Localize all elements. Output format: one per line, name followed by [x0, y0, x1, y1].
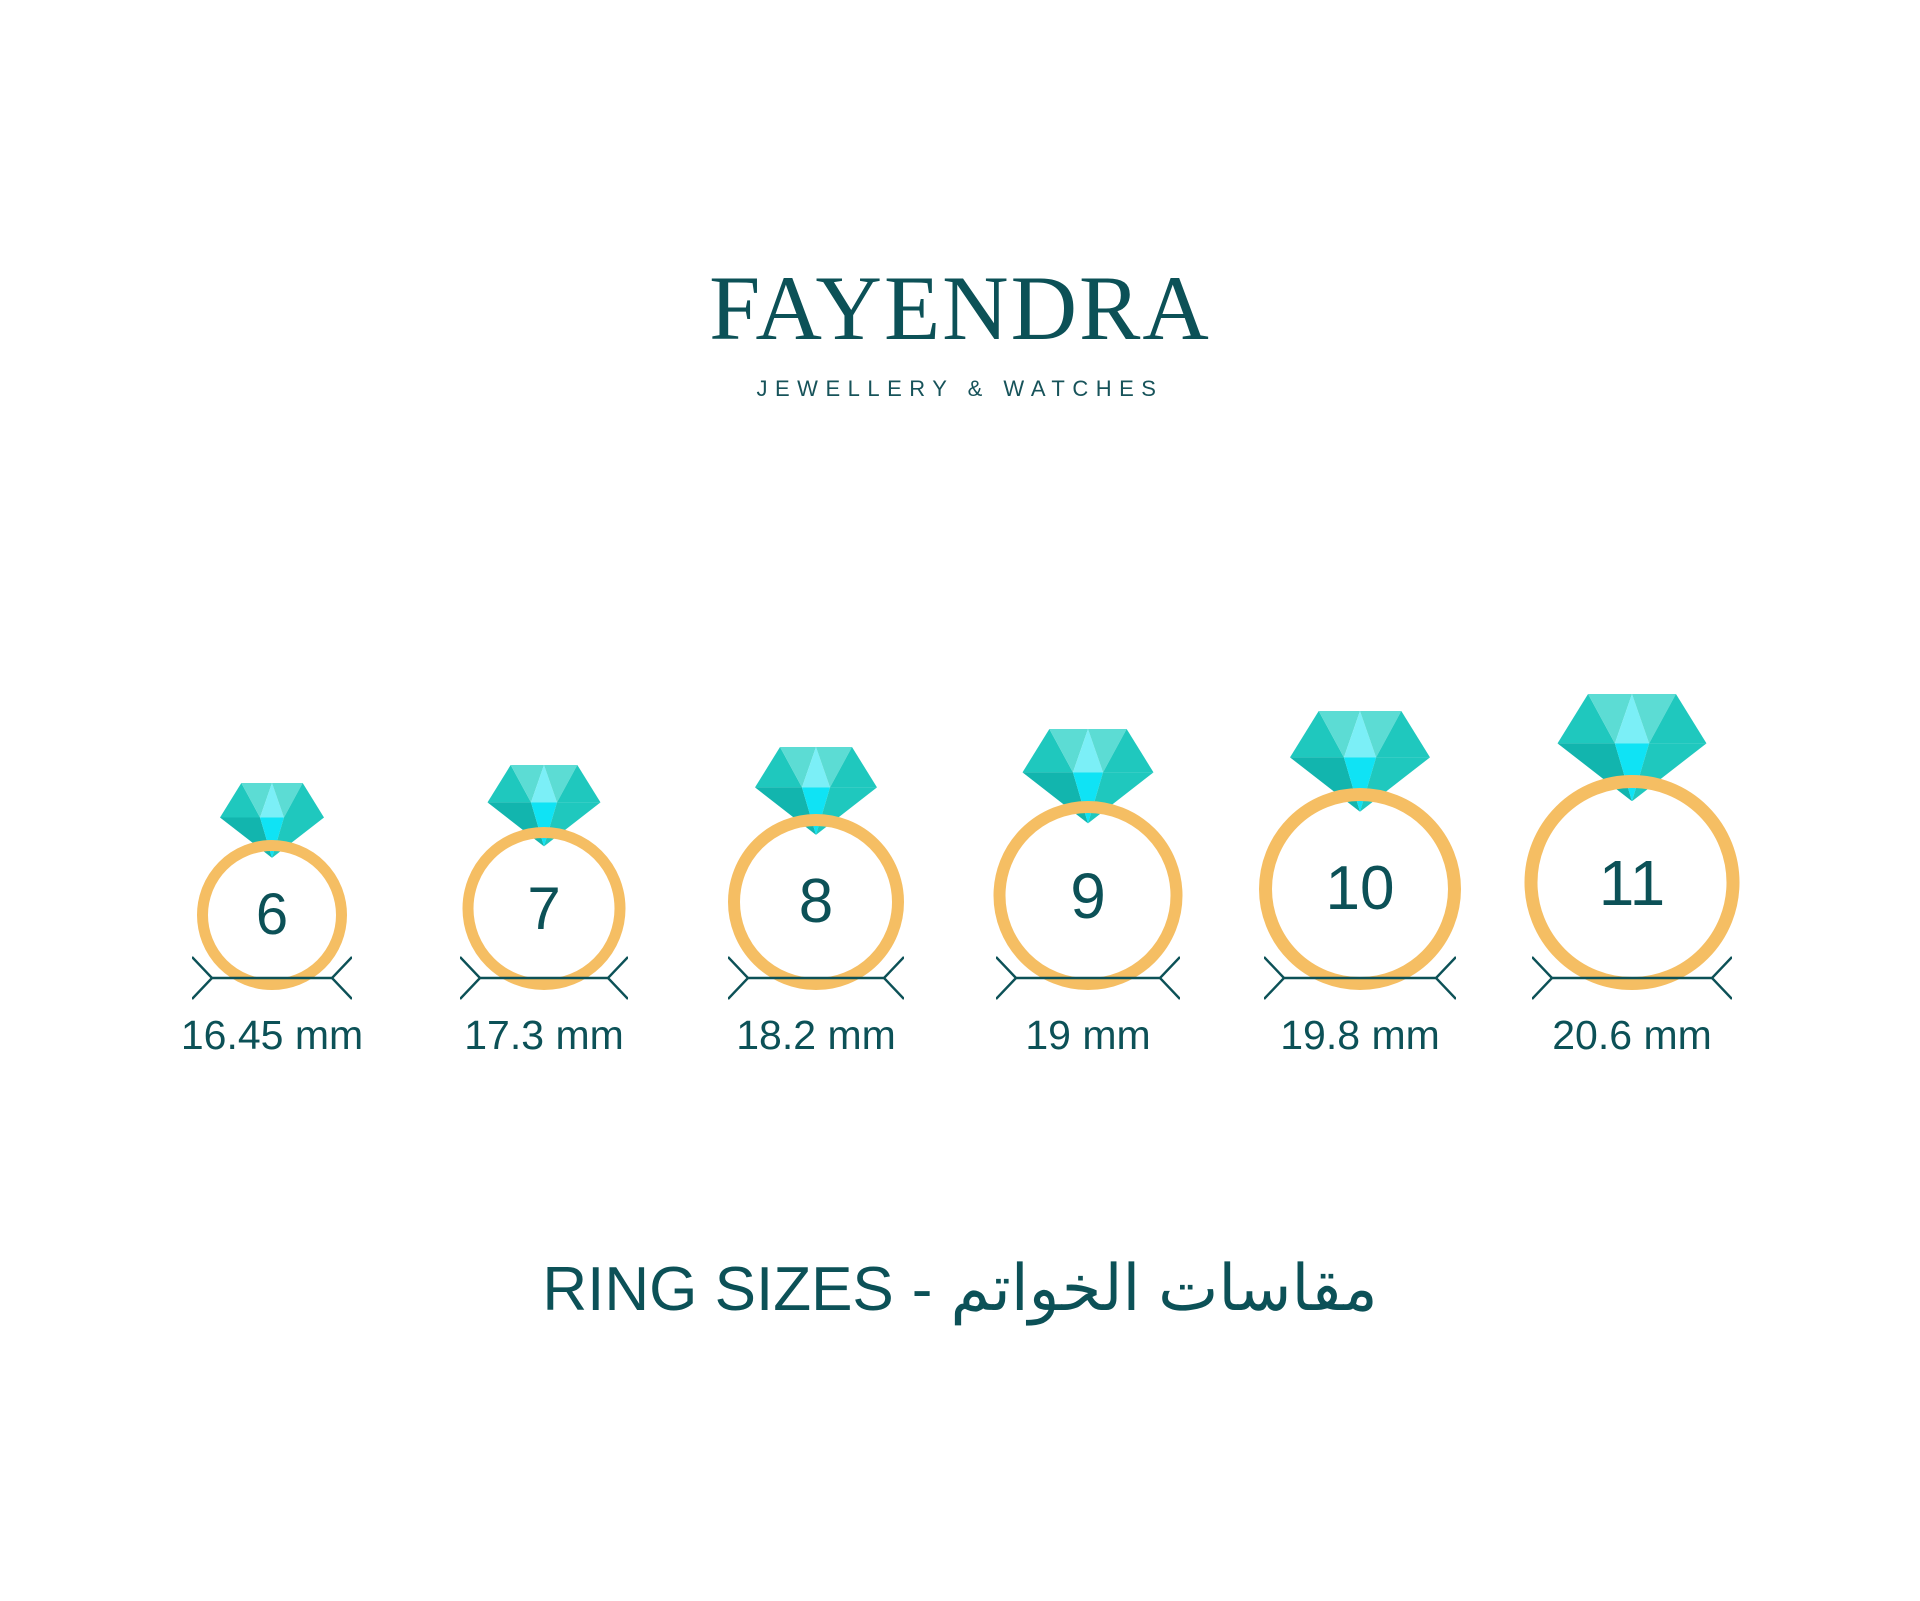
ring-diameter-label: 17.3 mm: [464, 1012, 624, 1058]
ring-dimension: 16.45 mm: [152, 955, 392, 1056]
ring-size-number: 8: [798, 867, 834, 936]
dimension-arrow-icon: [1532, 956, 1732, 1000]
dimension-labels-row: 16.45 mm 17.3 mm 18.2 mm 19 mm 19.8 mm 2…: [0, 955, 1920, 1095]
ring-graphic: 11: [1512, 590, 1752, 990]
ring-diameter-label: 18.2 mm: [736, 1012, 896, 1058]
ring-dimension: 19 mm: [968, 955, 1208, 1056]
ring-item[interactable]: 11: [1512, 590, 1752, 990]
ring-dimension: 19.8 mm: [1240, 955, 1480, 1056]
ring-dimension: 20.6 mm: [1512, 955, 1752, 1056]
dimension-arrow-icon: [728, 956, 904, 1000]
ring-item[interactable]: 6: [152, 590, 392, 990]
ring-dimension: 18.2 mm: [696, 955, 936, 1056]
ring-size-number: 10: [1325, 854, 1395, 923]
ring-graphic: 7: [424, 590, 664, 990]
ring-graphic: 10: [1240, 590, 1480, 990]
dimension-arrow-icon: [1264, 956, 1456, 1000]
ring-graphic: 6: [152, 590, 392, 990]
dimension-arrow-icon: [192, 956, 352, 1000]
ring-item[interactable]: 9: [968, 590, 1208, 990]
ring-graphic: 8: [696, 590, 936, 990]
ring-illustrations-row: 6 7: [0, 590, 1920, 990]
page-title: RING SIZES - مقاسات الخواتم: [0, 1248, 1920, 1329]
brand-name: FAYENDRA: [709, 257, 1211, 359]
ring-diameter-label: 20.6 mm: [1552, 1012, 1712, 1058]
ring-diameter-label: 16.45 mm: [180, 1012, 364, 1058]
dimension-arrow-icon: [460, 956, 628, 1000]
ring-graphic: 9: [968, 590, 1208, 990]
ring-band: 7: [462, 827, 626, 990]
brand-header: FAYENDRA JEWELLERY & WATCHES: [0, 262, 1920, 400]
ring-size-number: 7: [527, 874, 561, 942]
page-title-separator: -: [911, 1255, 933, 1324]
page-title-ar: مقاسات الخواتم: [950, 1252, 1378, 1324]
ring-diameter-label: 19 mm: [1025, 1012, 1151, 1058]
diamond-gem-icon: [1022, 729, 1154, 824]
dimension-arrow-icon: [996, 956, 1180, 1000]
brand-tagline: JEWELLERY & WATCHES: [756, 376, 1164, 401]
ring-diameter-label: 19.8 mm: [1280, 1012, 1440, 1058]
page-title-en: RING SIZES: [542, 1255, 894, 1324]
ring-dimension: 17.3 mm: [424, 955, 664, 1056]
ring-item[interactable]: 10: [1240, 590, 1480, 990]
ring-size-number: 9: [1070, 859, 1106, 932]
ring-item[interactable]: 8: [696, 590, 936, 990]
ring-band: 6: [197, 840, 347, 990]
ring-item[interactable]: 7: [424, 590, 664, 990]
ring-size-number: 11: [1598, 846, 1666, 919]
ring-size-number: 6: [255, 882, 289, 947]
